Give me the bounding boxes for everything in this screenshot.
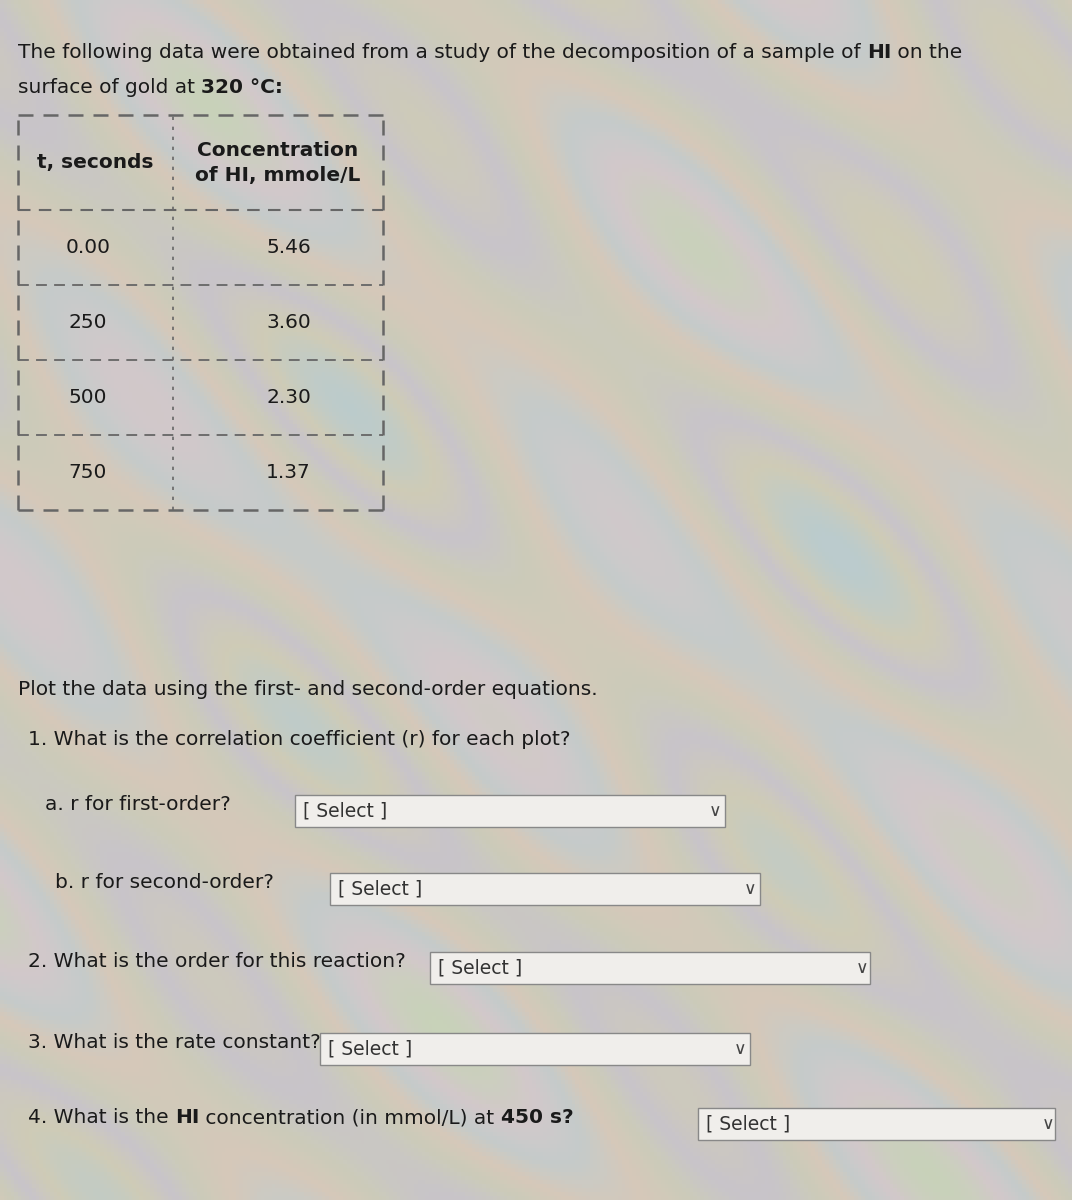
Bar bbox=[430, 952, 870, 984]
Text: 250: 250 bbox=[69, 313, 107, 332]
Text: a. r for first-order?: a. r for first-order? bbox=[45, 794, 230, 814]
Text: ∨: ∨ bbox=[855, 959, 868, 977]
Text: on the: on the bbox=[892, 43, 963, 62]
Text: [ Select ]: [ Select ] bbox=[338, 880, 422, 899]
Text: ∨: ∨ bbox=[709, 802, 721, 820]
Text: HI: HI bbox=[867, 43, 892, 62]
Text: The following data were obtained from a study of the decomposition of a sample o: The following data were obtained from a … bbox=[18, 43, 867, 62]
Text: ∨: ∨ bbox=[744, 880, 757, 898]
Text: [ Select ]: [ Select ] bbox=[303, 802, 387, 821]
Text: b. r for second-order?: b. r for second-order? bbox=[55, 874, 273, 892]
Text: 320 °C:: 320 °C: bbox=[202, 78, 283, 97]
Text: 450 s?: 450 s? bbox=[501, 1108, 574, 1127]
Bar bbox=[698, 1108, 1055, 1140]
Text: [ Select ]: [ Select ] bbox=[438, 959, 522, 978]
Text: 0.00: 0.00 bbox=[65, 238, 110, 257]
Bar bbox=[330, 874, 760, 905]
Text: [ Select ]: [ Select ] bbox=[328, 1039, 413, 1058]
Text: 2. What is the order for this reaction?: 2. What is the order for this reaction? bbox=[28, 952, 405, 971]
Text: HI: HI bbox=[175, 1108, 199, 1127]
Text: ∨: ∨ bbox=[733, 1040, 746, 1058]
Text: t, seconds: t, seconds bbox=[38, 152, 153, 172]
Text: 2.30: 2.30 bbox=[266, 388, 311, 407]
Text: concentration (in mmol/L) at: concentration (in mmol/L) at bbox=[199, 1108, 501, 1127]
Text: Plot the data using the first- and second-order equations.: Plot the data using the first- and secon… bbox=[18, 680, 597, 698]
Bar bbox=[321, 1033, 750, 1066]
Text: 1. What is the correlation coefficient (r) for each plot?: 1. What is the correlation coefficient (… bbox=[28, 730, 570, 749]
Text: 4. What is the: 4. What is the bbox=[28, 1108, 175, 1127]
Text: 500: 500 bbox=[69, 388, 107, 407]
Text: surface of gold at: surface of gold at bbox=[18, 78, 202, 97]
Text: 750: 750 bbox=[69, 463, 107, 482]
Text: ∨: ∨ bbox=[1042, 1115, 1055, 1133]
Text: 1.37: 1.37 bbox=[266, 463, 311, 482]
Text: [ Select ]: [ Select ] bbox=[706, 1115, 790, 1134]
Text: Concentration
of HI, mmole/L: Concentration of HI, mmole/L bbox=[195, 140, 360, 185]
Text: 3.60: 3.60 bbox=[266, 313, 311, 332]
Text: 5.46: 5.46 bbox=[266, 238, 311, 257]
Bar bbox=[295, 794, 725, 827]
Text: 3. What is the rate constant?: 3. What is the rate constant? bbox=[28, 1033, 321, 1052]
